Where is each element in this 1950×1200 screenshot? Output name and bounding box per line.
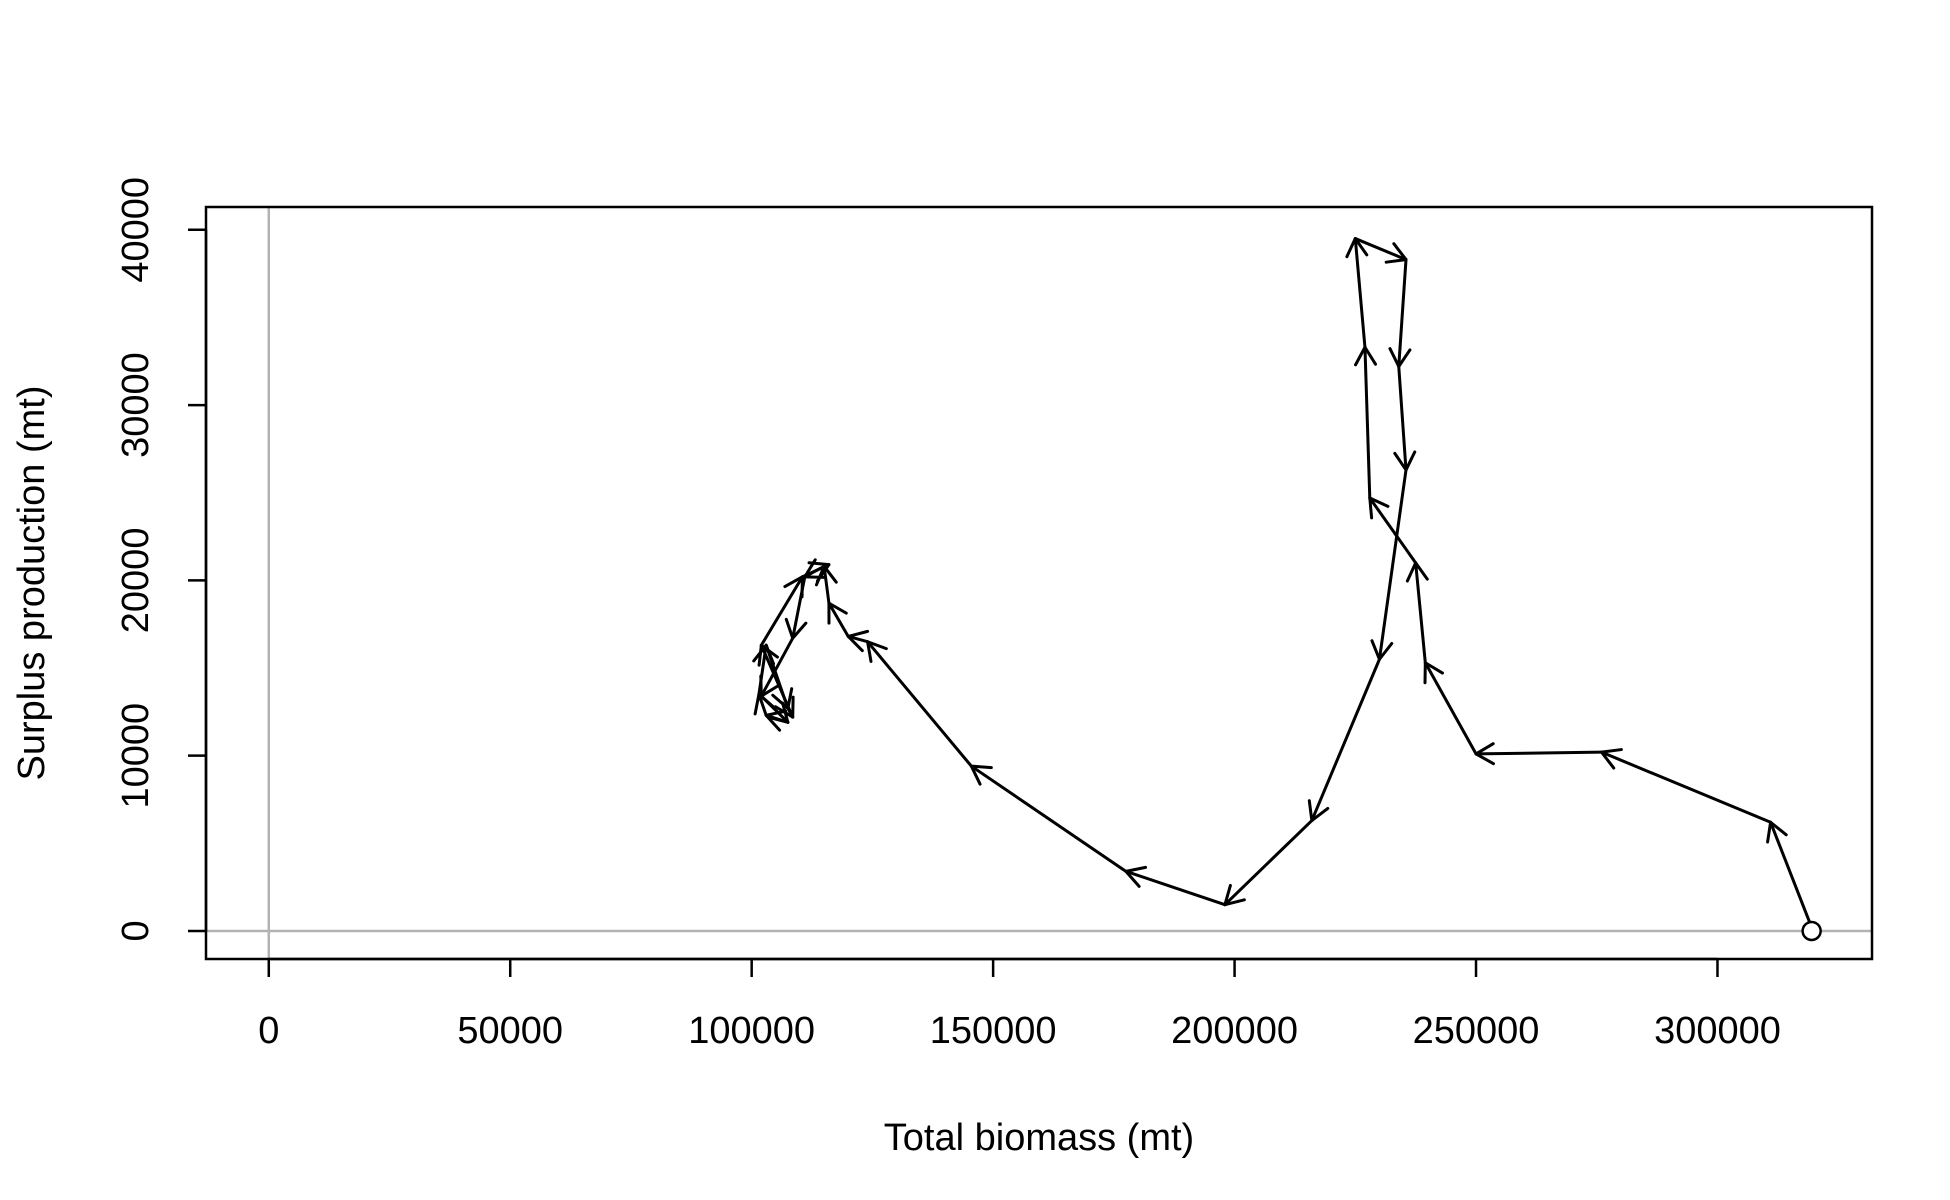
y-tick-label: 40000 (115, 177, 157, 283)
trajectory-segment (1223, 819, 1314, 907)
x-tick-label: 250000 (1413, 1010, 1540, 1052)
x-tick-label: 200000 (1171, 1010, 1298, 1052)
trajectory-segment (1353, 237, 1367, 349)
series-layer (752, 237, 1822, 942)
trajectory-segment (1397, 258, 1408, 369)
trajectory-segment (1600, 750, 1773, 824)
y-tick-label: 20000 (115, 528, 157, 634)
y-tick-label: 10000 (115, 703, 157, 809)
trajectory-segment (764, 713, 790, 724)
plot-frame (204, 205, 1874, 961)
y-axis-title: Surplus production (mt) (11, 386, 53, 781)
x-axis-title: Total biomass (mt) (884, 1117, 1194, 1159)
y-tick-label: 30000 (115, 352, 157, 458)
y-axis: 0 10000 20000 30000 40000 (115, 177, 208, 942)
trajectory-segment (1368, 496, 1418, 565)
x-tick-label: 0 (258, 1010, 279, 1052)
trajectory-segment (800, 563, 831, 579)
trajectory-segment (759, 575, 804, 647)
trajectory-segment (1769, 820, 1814, 929)
trajectory-segment (1310, 657, 1381, 823)
trajectory-segment (757, 692, 768, 717)
trajectory-segment (1423, 661, 1478, 756)
x-tick-label: 150000 (930, 1010, 1057, 1052)
trajectory-segment (1353, 237, 1408, 262)
trajectory-segment (827, 601, 850, 638)
trajectory-segment (1474, 750, 1604, 756)
x-axis: 0 50000 100000 150000 200000 250000 300000 (258, 957, 1781, 1052)
y-tick-label: 0 (115, 920, 157, 941)
x-tick-label: 50000 (457, 1010, 563, 1052)
trajectory-segment (1377, 468, 1408, 661)
trajectory-arrowhead (807, 561, 831, 583)
trajectory-segment (1414, 561, 1427, 665)
trajectory-segment (866, 640, 973, 768)
trajectory-segment (1124, 869, 1227, 907)
trajectory-segment (1363, 345, 1372, 500)
trajectory-segment (969, 764, 1128, 873)
trajectory-segment (1397, 365, 1408, 472)
reference-lines (206, 207, 1872, 959)
start-point-marker (1801, 920, 1822, 942)
trajectory-segment (759, 643, 795, 719)
trajectory-segment (759, 636, 795, 698)
x-tick-label: 100000 (688, 1010, 815, 1052)
trajectory-segment (846, 634, 870, 644)
x-tick-label: 300000 (1654, 1010, 1781, 1052)
